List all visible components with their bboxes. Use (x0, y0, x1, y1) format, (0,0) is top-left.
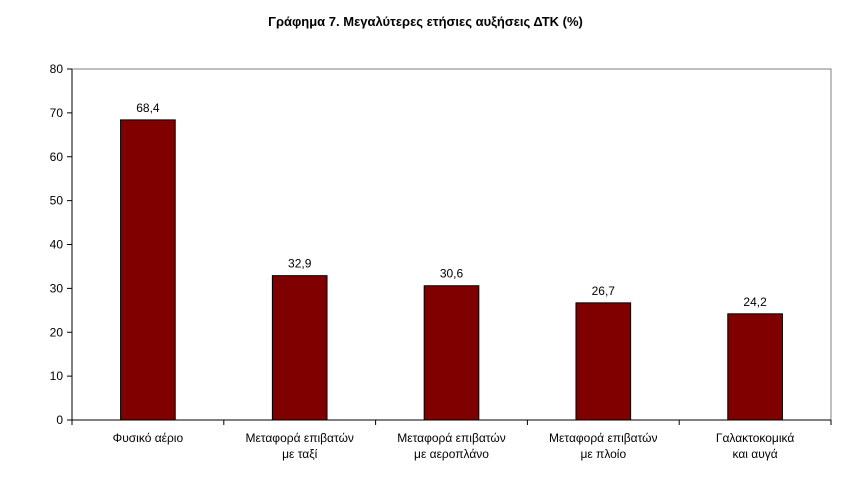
data-label: 68,4 (136, 101, 160, 115)
category-labels: Φυσικό αέριο Μεταφορά επιβατών με ταξί Μετα… (113, 431, 795, 461)
y-tick-label: 80 (50, 62, 64, 76)
bar (423, 285, 480, 421)
y-tick-label: 20 (50, 325, 64, 339)
category-label: Γαλακτοκομικά και αυγά (716, 431, 795, 461)
y-tick-label: 50 (50, 194, 64, 208)
bar (271, 275, 328, 421)
bar (120, 119, 176, 421)
category-label: Μεταφορά επιβατών με ταξί (245, 431, 353, 461)
category-label: Φυσικό αέριο (113, 431, 184, 445)
bar (727, 313, 783, 421)
y-tick-label: 30 (50, 281, 64, 295)
bars (120, 119, 783, 421)
category-label: Μεταφορά επιβατών με πλοίο (549, 431, 657, 461)
category-label: Μεταφορά επιβατών με αεροπλάνο (397, 431, 505, 461)
data-label: 24,2 (743, 295, 767, 309)
data-label: 30,6 (440, 267, 464, 281)
chart-title: Γράφημα 7. Μεγαλύτερες ετήσιες αυξήσεις … (268, 14, 583, 29)
y-tick-label: 70 (50, 106, 64, 120)
data-label: 26,7 (592, 284, 616, 298)
y-tick-label: 10 (50, 369, 64, 383)
y-axis: 0 10 20 30 40 50 60 70 80 (50, 62, 73, 427)
data-labels: 68,4 32,9 30,6 26,7 24,2 (136, 101, 767, 309)
x-axis (71, 419, 832, 425)
y-tick-label: 40 (50, 238, 64, 252)
y-tick-label: 0 (56, 413, 63, 427)
data-label: 32,9 (288, 257, 312, 271)
bar (575, 302, 632, 421)
y-tick-label: 60 (50, 150, 64, 164)
